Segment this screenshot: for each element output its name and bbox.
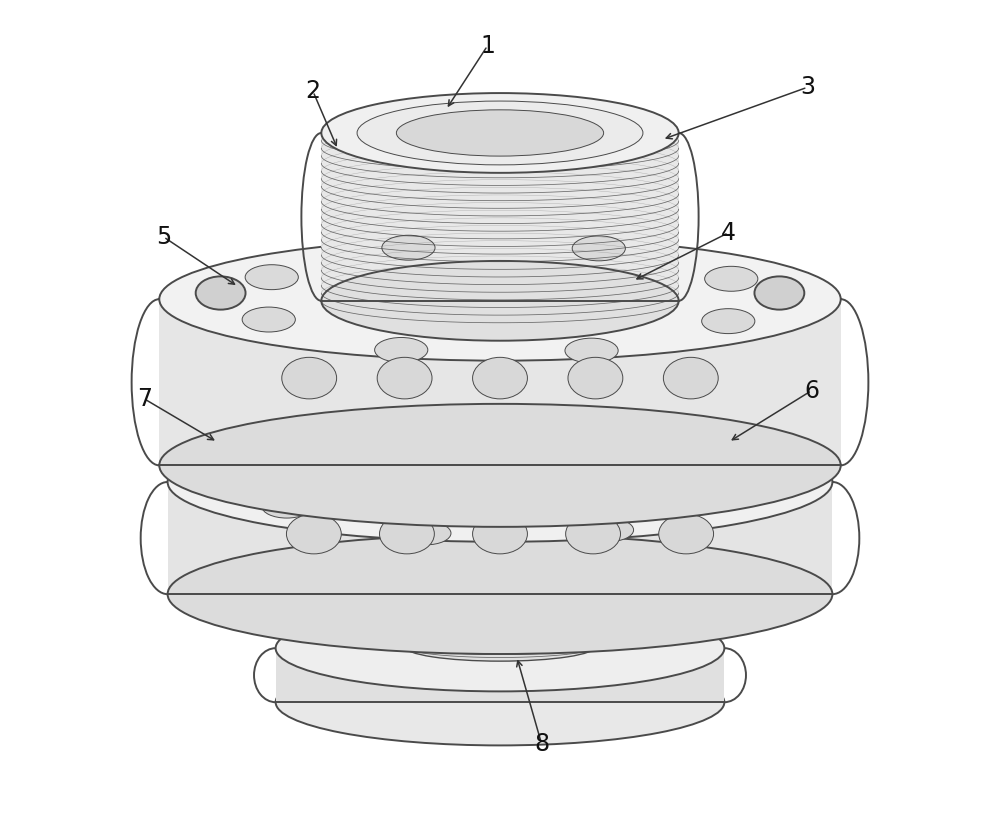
Ellipse shape	[659, 514, 714, 554]
Text: 8: 8	[534, 732, 549, 755]
Ellipse shape	[377, 357, 432, 399]
Ellipse shape	[688, 446, 738, 470]
Ellipse shape	[242, 307, 295, 332]
Text: 1: 1	[480, 34, 495, 57]
Ellipse shape	[549, 419, 599, 442]
Ellipse shape	[357, 101, 643, 165]
Ellipse shape	[404, 632, 596, 661]
Polygon shape	[404, 594, 596, 647]
Text: 3: 3	[800, 76, 815, 99]
Ellipse shape	[262, 494, 312, 518]
Ellipse shape	[276, 659, 724, 745]
Ellipse shape	[196, 277, 246, 310]
Ellipse shape	[396, 110, 604, 156]
Ellipse shape	[375, 337, 428, 362]
Ellipse shape	[473, 357, 527, 399]
Text: 4: 4	[721, 221, 736, 244]
Text: 5: 5	[156, 225, 171, 248]
Ellipse shape	[566, 514, 620, 554]
Ellipse shape	[705, 266, 758, 291]
Ellipse shape	[321, 261, 679, 341]
Ellipse shape	[366, 422, 416, 445]
Ellipse shape	[473, 514, 527, 554]
Ellipse shape	[401, 522, 451, 545]
Text: 6: 6	[804, 379, 819, 402]
Ellipse shape	[663, 357, 718, 399]
Ellipse shape	[382, 235, 435, 260]
Ellipse shape	[754, 277, 804, 310]
Polygon shape	[159, 299, 841, 465]
Ellipse shape	[572, 236, 625, 261]
Ellipse shape	[168, 422, 832, 542]
Polygon shape	[168, 482, 832, 594]
Ellipse shape	[321, 93, 679, 173]
Ellipse shape	[247, 454, 297, 477]
Ellipse shape	[245, 265, 298, 290]
Ellipse shape	[584, 519, 634, 542]
Text: 2: 2	[306, 80, 321, 103]
Ellipse shape	[565, 338, 618, 363]
Ellipse shape	[159, 404, 841, 527]
Ellipse shape	[703, 487, 753, 510]
Ellipse shape	[168, 534, 832, 654]
Ellipse shape	[282, 357, 337, 399]
Ellipse shape	[276, 605, 724, 691]
Text: 7: 7	[137, 387, 152, 411]
Ellipse shape	[702, 308, 755, 333]
Ellipse shape	[380, 514, 434, 554]
Ellipse shape	[568, 357, 623, 399]
Ellipse shape	[404, 576, 596, 612]
Polygon shape	[321, 133, 679, 301]
Ellipse shape	[159, 238, 841, 361]
Ellipse shape	[168, 428, 832, 494]
Ellipse shape	[286, 514, 341, 554]
Polygon shape	[276, 648, 724, 702]
